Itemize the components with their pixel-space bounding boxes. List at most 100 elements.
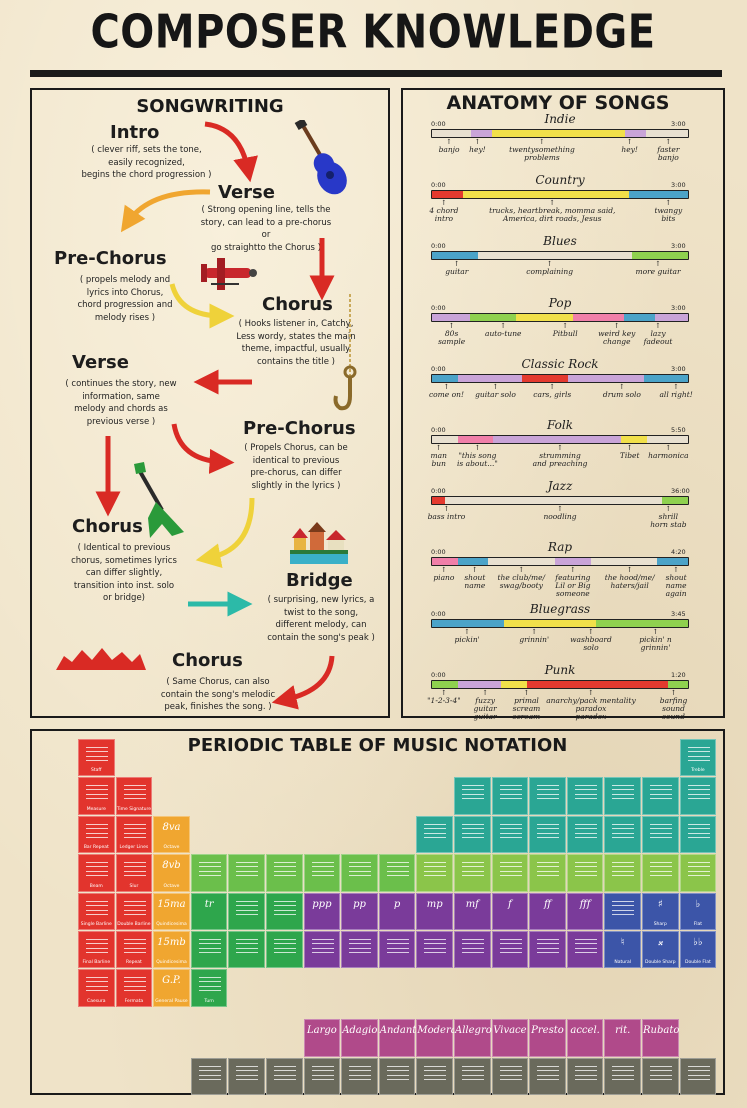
genre-4-segment xyxy=(654,313,688,321)
staff-symbol xyxy=(274,939,296,953)
genre-8-label: piano xyxy=(433,567,454,582)
genre-8-segment xyxy=(457,558,489,566)
notation-cell: tr xyxy=(190,892,228,930)
staff-symbol xyxy=(612,785,635,800)
notation-symbol: G.P. xyxy=(162,975,181,987)
anatomy-heading: ANATOMY OF SONGS xyxy=(446,92,670,114)
genre-6-start: 0:00 xyxy=(431,426,446,434)
genre-9-label: washboard solo xyxy=(570,629,612,652)
flow-arrow-2 xyxy=(120,189,211,233)
staff-symbol xyxy=(612,900,635,915)
genre-4-end: 3:00 xyxy=(671,303,686,312)
genre-2-start: 0:00 xyxy=(431,181,446,190)
notation-cell: ff xyxy=(529,892,566,930)
genre-7-segment xyxy=(444,497,663,505)
genre-10-segment xyxy=(457,680,502,688)
genre-10-name: Punk xyxy=(544,662,576,677)
staff-symbol xyxy=(687,1065,710,1080)
notation-cell xyxy=(529,854,566,892)
genre-9-end: 3:45 xyxy=(671,609,686,618)
genre-2-segment xyxy=(462,191,630,199)
notation-cell: 15mb Quindicesima xyxy=(153,931,190,969)
notation-symbol: tr xyxy=(204,898,214,910)
genre-10-bar xyxy=(431,679,689,689)
genre-8-label: the hood/me/ haters/jail xyxy=(605,567,655,590)
staff-symbol xyxy=(574,862,597,877)
village-icon xyxy=(290,522,348,564)
notation-cell xyxy=(566,1057,604,1096)
staff-symbol xyxy=(311,939,334,953)
genre-5-label: drum solo xyxy=(603,384,641,399)
notation-cell xyxy=(679,777,717,815)
staff-symbol xyxy=(650,785,672,800)
notation-cell: mp xyxy=(416,892,453,930)
notation-cell xyxy=(303,854,341,892)
notation-cell xyxy=(416,931,453,969)
notation-cell: Allegro xyxy=(454,1019,492,1057)
notation-cell: Vivace xyxy=(491,1019,529,1057)
notation-cell: rit. xyxy=(604,1019,641,1057)
notation-symbol: Rubato xyxy=(643,1025,680,1037)
genre-1-label: banjo xyxy=(439,139,460,154)
genre-10-label: primal scream scream xyxy=(513,690,541,721)
notation-name: Double Flat xyxy=(685,960,711,966)
genre-1-name: Indie xyxy=(544,112,576,126)
notation-symbol: Largo xyxy=(306,1025,337,1037)
genre-3-segment xyxy=(478,252,632,260)
genre-6-label: harmonica xyxy=(648,445,688,460)
staff-symbol xyxy=(424,862,447,877)
genre-1-segment xyxy=(491,130,626,137)
staff-symbol xyxy=(650,823,672,838)
genre-10-end: 1:20 xyxy=(671,670,686,679)
notation-cell: 8va Octave xyxy=(153,815,190,854)
genre-7-label: noodling xyxy=(543,506,576,521)
staff-symbol xyxy=(499,862,522,877)
notation-symbol: 8vb xyxy=(162,860,181,872)
genre-5-bar xyxy=(431,373,689,383)
notation-cell: Slur xyxy=(115,854,153,892)
notation-cell xyxy=(190,931,228,969)
notation-name: Time Signature xyxy=(116,806,151,812)
genre-1-label: twentysomething problems xyxy=(509,139,575,162)
notation-cell xyxy=(341,931,378,969)
notation-cell xyxy=(679,1057,717,1096)
genre-4-label: weird key change xyxy=(598,323,635,346)
staff-symbol xyxy=(86,862,108,877)
sw-step-7-name: Chorus xyxy=(72,516,143,537)
staff-symbol xyxy=(386,939,409,953)
sw-step-1-desc: ( clever riff, sets the tone, easily rec… xyxy=(81,145,212,180)
genre-10-segment xyxy=(667,680,688,688)
title-rule xyxy=(30,70,722,77)
genre-5-segment xyxy=(567,374,645,382)
genre-10-label: fuzzy guitar guitar xyxy=(474,690,497,721)
notation-cell xyxy=(228,931,265,969)
notation-cell xyxy=(679,854,717,892)
staff-symbol xyxy=(687,747,710,761)
notation-symbol: mp xyxy=(426,898,443,910)
notation-cell xyxy=(566,815,604,854)
notation-cell xyxy=(378,931,416,969)
genre-8-segment xyxy=(590,558,658,566)
genre-9-segment xyxy=(503,619,596,627)
genre-5-label: come on! xyxy=(429,384,464,399)
staff-symbol xyxy=(311,862,334,877)
genre-5-label: guitar solo xyxy=(475,384,516,399)
notation-cell xyxy=(604,777,641,815)
songwriting-heading: SONGWRITING xyxy=(136,96,284,117)
notation-symbol: pp xyxy=(353,898,366,910)
notation-cell: p xyxy=(378,892,416,930)
notation-name: Beam xyxy=(89,883,103,889)
notation-cell: Turn xyxy=(190,969,228,1007)
genre-6-segment xyxy=(457,436,494,443)
staff-symbol xyxy=(86,785,108,800)
notation-cell xyxy=(266,854,303,892)
genre-2-segment xyxy=(432,191,463,199)
notation-name: General Pause xyxy=(155,998,188,1004)
genre-3-label: guitar xyxy=(445,261,468,276)
staff-symbol xyxy=(537,785,560,800)
genre-10-segment xyxy=(501,680,527,688)
notation-symbol: ppp xyxy=(312,898,332,910)
genre-9-segment xyxy=(595,619,688,627)
genre-1-segment xyxy=(470,130,492,137)
